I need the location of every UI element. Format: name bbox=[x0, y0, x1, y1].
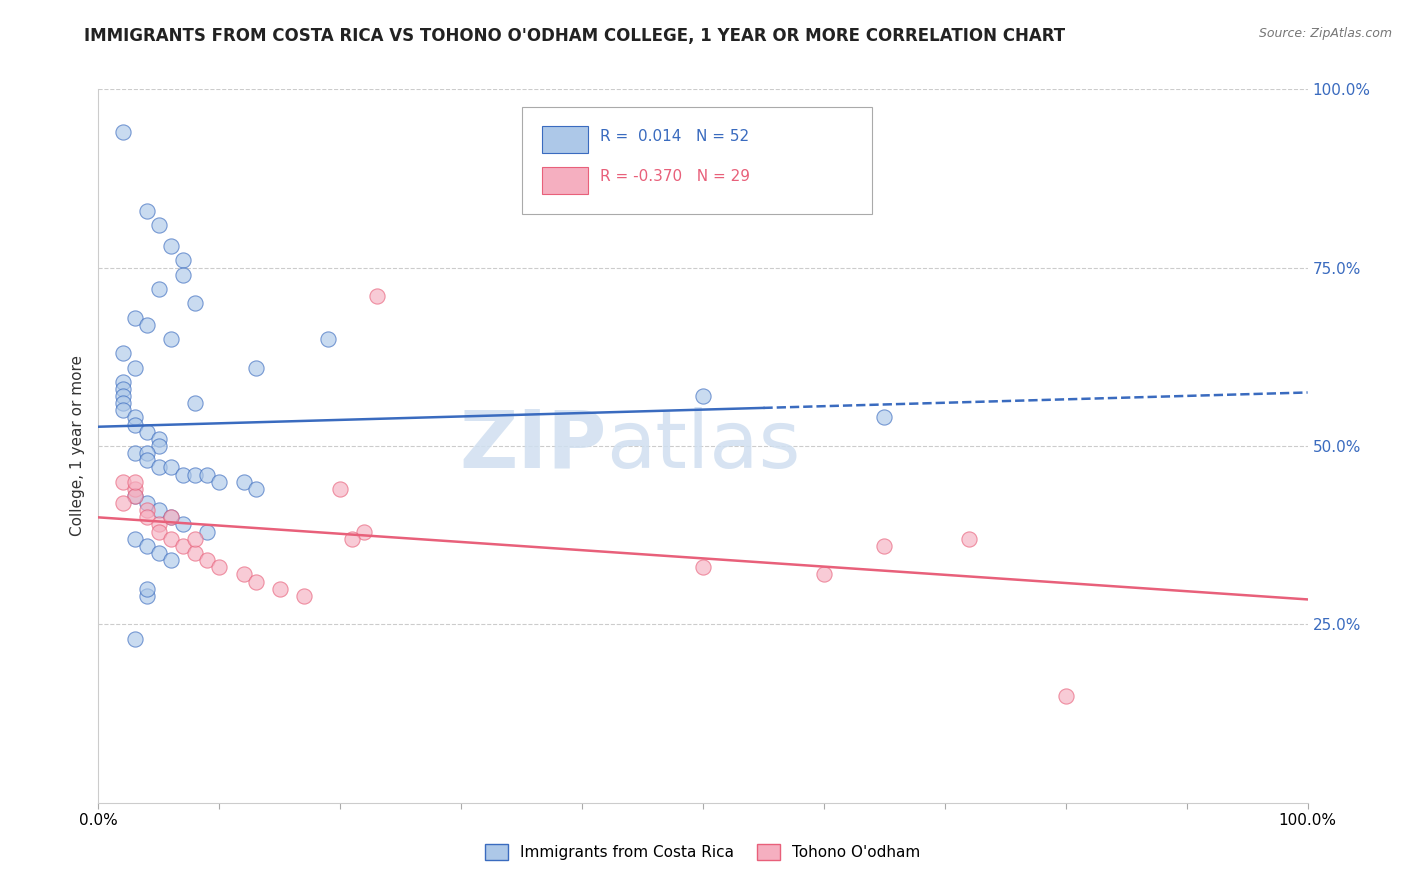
Text: Source: ZipAtlas.com: Source: ZipAtlas.com bbox=[1258, 27, 1392, 40]
Point bbox=[184, 396, 207, 410]
Point bbox=[111, 475, 134, 489]
Point bbox=[124, 310, 146, 325]
Point bbox=[184, 296, 207, 310]
Point bbox=[208, 560, 231, 574]
Point bbox=[111, 396, 134, 410]
Point bbox=[124, 482, 146, 496]
Point bbox=[124, 410, 146, 425]
Point bbox=[160, 532, 183, 546]
Point bbox=[160, 332, 183, 346]
Point bbox=[245, 360, 267, 375]
Point bbox=[135, 203, 157, 218]
Point bbox=[873, 539, 896, 553]
Point bbox=[124, 475, 146, 489]
Point bbox=[135, 510, 157, 524]
Point bbox=[111, 125, 134, 139]
Legend: Immigrants from Costa Rica, Tohono O'odham: Immigrants from Costa Rica, Tohono O'odh… bbox=[479, 838, 927, 866]
Point bbox=[316, 332, 339, 346]
Point bbox=[184, 532, 207, 546]
Y-axis label: College, 1 year or more: College, 1 year or more bbox=[69, 356, 84, 536]
Point bbox=[135, 425, 157, 439]
Point bbox=[124, 632, 146, 646]
Point bbox=[172, 517, 194, 532]
Point bbox=[269, 582, 291, 596]
Point bbox=[111, 375, 134, 389]
Point bbox=[124, 417, 146, 432]
Point bbox=[111, 496, 134, 510]
Point bbox=[160, 510, 183, 524]
Text: R =  0.014   N = 52: R = 0.014 N = 52 bbox=[600, 128, 749, 144]
Point bbox=[148, 282, 170, 296]
FancyBboxPatch shape bbox=[543, 167, 588, 194]
Point bbox=[366, 289, 388, 303]
Point bbox=[292, 589, 315, 603]
Point bbox=[342, 532, 364, 546]
Text: R = -0.370   N = 29: R = -0.370 N = 29 bbox=[600, 169, 751, 185]
Point bbox=[111, 346, 134, 360]
Point bbox=[245, 482, 267, 496]
Point bbox=[135, 446, 157, 460]
Point bbox=[172, 467, 194, 482]
Text: IMMIGRANTS FROM COSTA RICA VS TOHONO O'ODHAM COLLEGE, 1 YEAR OR MORE CORRELATION: IMMIGRANTS FROM COSTA RICA VS TOHONO O'O… bbox=[84, 27, 1066, 45]
FancyBboxPatch shape bbox=[522, 107, 872, 214]
Point bbox=[873, 410, 896, 425]
FancyBboxPatch shape bbox=[543, 127, 588, 153]
Point bbox=[160, 460, 183, 475]
Point bbox=[148, 460, 170, 475]
Point bbox=[160, 553, 183, 567]
Point bbox=[172, 253, 194, 268]
Point bbox=[124, 532, 146, 546]
Point bbox=[135, 318, 157, 332]
Point bbox=[195, 553, 218, 567]
Point bbox=[148, 517, 170, 532]
Point bbox=[148, 503, 170, 517]
Text: ZIP: ZIP bbox=[458, 407, 606, 485]
Point bbox=[135, 503, 157, 517]
Point bbox=[692, 560, 714, 574]
Point bbox=[135, 539, 157, 553]
Point bbox=[124, 489, 146, 503]
Point bbox=[111, 403, 134, 417]
Point bbox=[329, 482, 352, 496]
Point bbox=[172, 539, 194, 553]
Point bbox=[184, 546, 207, 560]
Point bbox=[160, 510, 183, 524]
Point bbox=[135, 496, 157, 510]
Point bbox=[957, 532, 980, 546]
Point bbox=[160, 239, 183, 253]
Point bbox=[813, 567, 835, 582]
Point bbox=[245, 574, 267, 589]
Text: atlas: atlas bbox=[606, 407, 800, 485]
Point bbox=[124, 489, 146, 503]
Point bbox=[148, 524, 170, 539]
Point bbox=[692, 389, 714, 403]
Point bbox=[184, 467, 207, 482]
Point bbox=[195, 524, 218, 539]
Point bbox=[135, 582, 157, 596]
Point bbox=[353, 524, 375, 539]
Point bbox=[232, 567, 254, 582]
Point bbox=[148, 546, 170, 560]
Point bbox=[111, 389, 134, 403]
Point bbox=[1054, 689, 1077, 703]
Point bbox=[148, 432, 170, 446]
Point bbox=[208, 475, 231, 489]
Point bbox=[124, 360, 146, 375]
Point bbox=[124, 446, 146, 460]
Point bbox=[135, 589, 157, 603]
Point bbox=[135, 453, 157, 467]
Point bbox=[148, 218, 170, 232]
Point bbox=[111, 382, 134, 396]
Point bbox=[172, 268, 194, 282]
Point bbox=[232, 475, 254, 489]
Point bbox=[195, 467, 218, 482]
Point bbox=[148, 439, 170, 453]
